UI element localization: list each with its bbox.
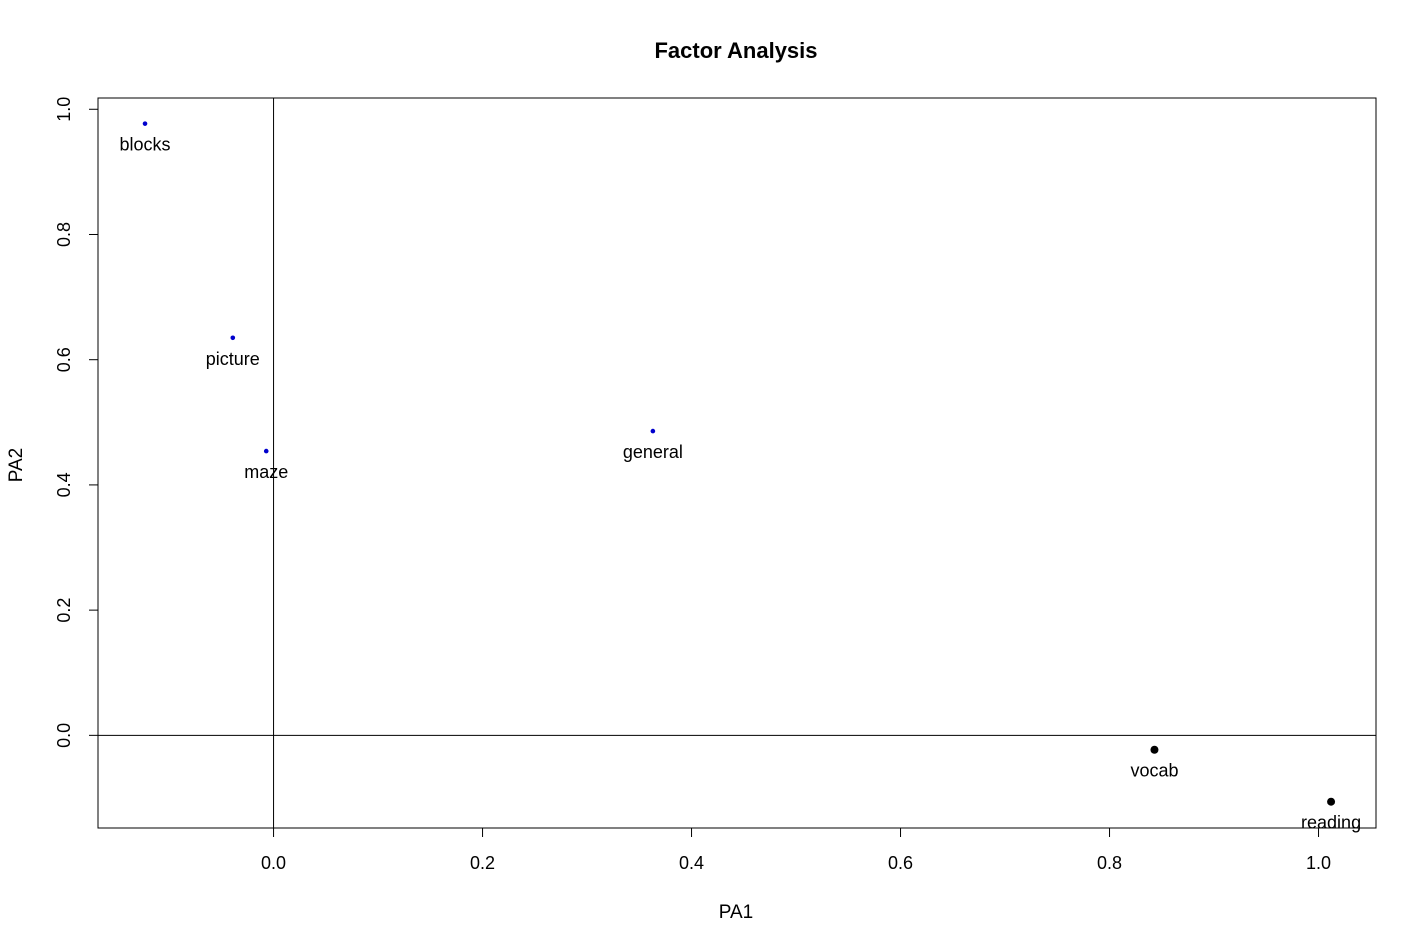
x-tick-label: 0.8: [1097, 853, 1122, 873]
x-tick-label: 0.0: [261, 853, 286, 873]
plot-frame: [97, 97, 1377, 829]
data-point-general: [650, 428, 656, 434]
x-axis-title: PA1: [719, 902, 754, 923]
y-axis-title: PA2: [6, 448, 27, 483]
point-label-general: general: [623, 442, 683, 462]
y-tick-label: 0.0: [54, 723, 74, 748]
data-point-vocab: [1150, 745, 1159, 754]
data-point-picture: [230, 335, 236, 341]
reference-lines: [98, 98, 1376, 828]
data-point-reading: [1327, 797, 1336, 806]
x-tick-label: 1.0: [1306, 853, 1331, 873]
point-label-blocks: blocks: [120, 135, 171, 155]
point-label-vocab: vocab: [1130, 761, 1178, 781]
y-axis: 0.0 0.2 0.4 0.6 0.8 1.0: [54, 97, 99, 748]
point-label-picture: picture: [206, 349, 260, 369]
data-point-blocks: [142, 121, 148, 126]
y-tick-label: 0.6: [54, 347, 74, 372]
data-point-maze: [263, 448, 269, 454]
data-points: blocks picture maze general vocab reading: [120, 121, 1361, 833]
chart-title: Factor Analysis: [654, 38, 817, 63]
y-tick-label: 0.4: [54, 472, 74, 497]
y-tick-label: 0.8: [54, 222, 74, 247]
point-label-reading: reading: [1301, 813, 1361, 833]
y-tick-label: 0.2: [54, 598, 74, 623]
x-axis: 0.0 0.2 0.4 0.6 0.8 1.0: [261, 827, 1331, 873]
point-label-maze: maze: [244, 462, 288, 482]
x-tick-label: 0.2: [470, 853, 495, 873]
x-tick-label: 0.6: [888, 853, 913, 873]
y-tick-label: 1.0: [54, 97, 74, 122]
x-tick-label: 0.4: [679, 853, 704, 873]
